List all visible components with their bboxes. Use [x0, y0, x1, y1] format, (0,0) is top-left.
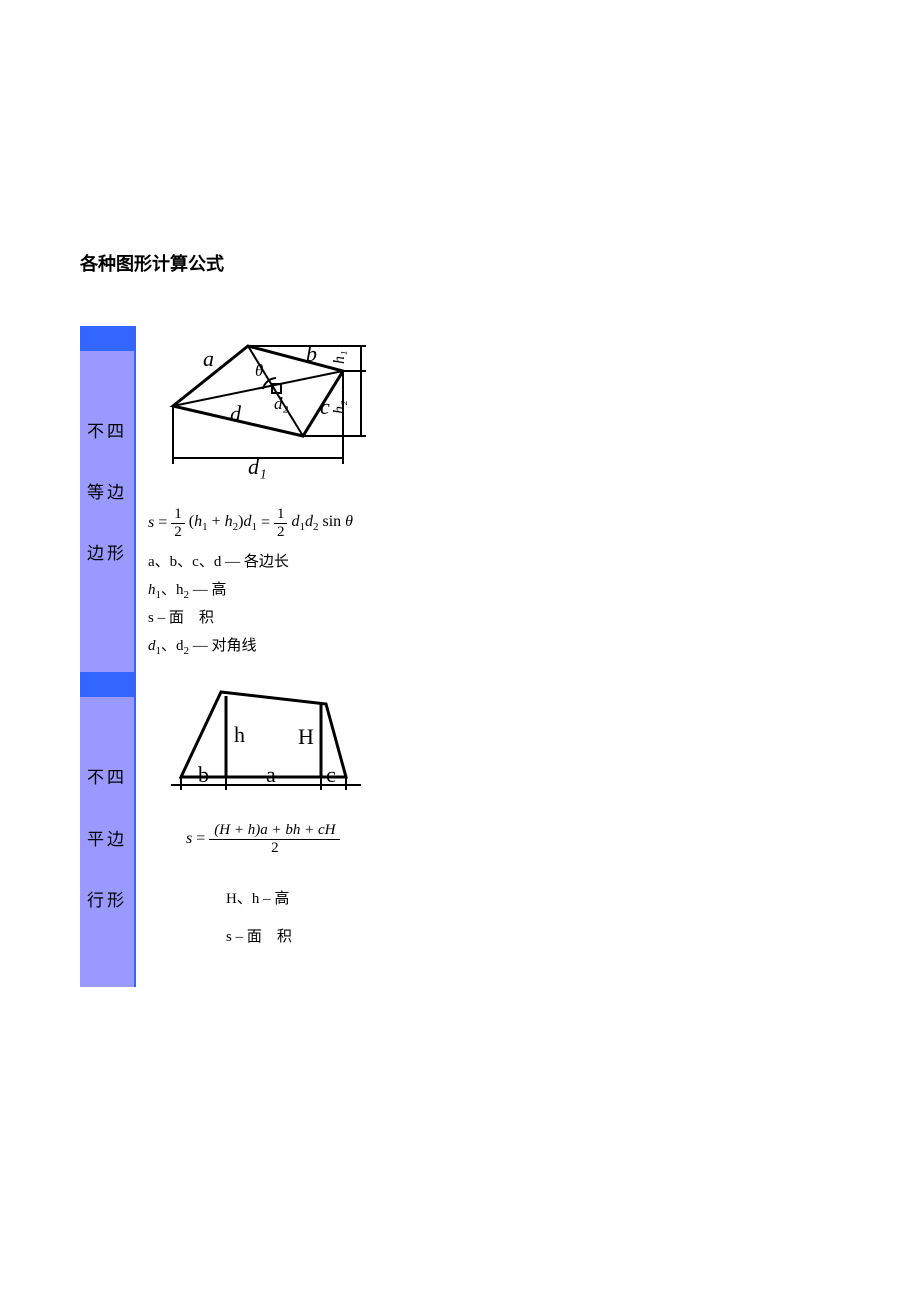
label-c2: c: [326, 762, 336, 787]
f-ds1: 1: [251, 521, 257, 533]
diagram-2: h H b a c: [166, 682, 378, 807]
desc-1: a、b、c、d — 各边长 h1、h2 — 高 s – 面 积 d1、d2 — …: [148, 550, 378, 660]
den2: 2: [274, 524, 288, 541]
f2-num: (H + h)a + bh + cH: [209, 822, 340, 840]
formula-eq1: =: [158, 514, 167, 532]
f-s2: 2: [233, 521, 239, 533]
label-theta: θ: [255, 361, 263, 380]
quadrilateral-diagram: a b c d d₁ d₂ θ h₁ h₂: [148, 336, 378, 486]
d1l4e: — 对角线: [189, 638, 257, 654]
content-cell-1: a b c d d₁ d₂ θ h₁ h₂ s = 1: [135, 326, 378, 672]
label-b2: b: [198, 762, 209, 787]
num2: 1: [274, 506, 288, 524]
formula-1: s = 1 2 (h1 + h2)d1 = 1 2 d1d2 sin θ: [148, 506, 378, 540]
den1: 2: [171, 524, 185, 541]
f-dd2: d: [305, 513, 313, 530]
label-h: h: [234, 722, 245, 747]
desc-2: H、h – 高 s – 面 积: [166, 881, 378, 955]
desc1-line3: s – 面 积: [148, 606, 378, 632]
frac-half-2: 1 2: [274, 506, 288, 540]
label-b: b: [306, 341, 317, 366]
label-cell-1: 不四等边边形: [80, 326, 135, 672]
label-c: c: [320, 394, 330, 419]
f-sin: sin: [322, 513, 341, 530]
formula-eq2: =: [261, 514, 270, 532]
d1l4c: 、d: [161, 638, 184, 654]
table-row-2: 不四平边行形: [80, 672, 378, 987]
f-h1: h: [194, 513, 202, 530]
label-h1: h₁: [331, 350, 348, 364]
d1l2a: h: [148, 582, 156, 598]
f-dds2: 2: [313, 521, 319, 533]
d1l4a: d: [148, 638, 156, 654]
f-h2: h: [225, 513, 233, 530]
formula-2: s = (H + h)a + bh + cH 2: [186, 822, 378, 856]
label-h2: h₂: [331, 400, 348, 414]
f-plus: +: [212, 513, 221, 530]
frac-2: (H + h)a + bh + cH 2: [209, 822, 340, 856]
f2-den: 2: [209, 840, 340, 857]
stripe-icon: [80, 326, 135, 351]
diagram-1: a b c d d₁ d₂ θ h₁ h₂: [148, 336, 378, 491]
desc1-line2: h1、h2 — 高: [148, 578, 378, 605]
d1l2e: — 高: [189, 582, 227, 598]
f2-s: s: [186, 830, 192, 848]
label-d1: d₁: [248, 454, 267, 479]
table-row-1: 不四等边边形: [80, 326, 378, 672]
label-a2: a: [266, 762, 276, 787]
label-d2: d₂: [274, 394, 289, 413]
label-d: d: [230, 401, 242, 426]
label-a: a: [203, 346, 214, 371]
page-title: 各种图形计算公式: [80, 250, 840, 276]
f-theta: θ: [345, 513, 353, 530]
f2-eq: =: [196, 830, 205, 848]
d1l2c: 、h: [161, 582, 184, 598]
trapezoid-diagram: h H b a c: [166, 682, 366, 802]
desc1-line4: d1、d2 — 对角线: [148, 634, 378, 661]
formula-table: 不四等边边形: [80, 326, 378, 987]
desc1-line1: a、b、c、d — 各边长: [148, 550, 378, 576]
f-s1: 1: [202, 521, 208, 533]
label-cell-2: 不四平边行形: [80, 672, 135, 987]
formula-s: s: [148, 514, 154, 532]
desc2-line2: s – 面 积: [226, 919, 378, 955]
num1: 1: [171, 506, 185, 524]
shape-label-2: 不四平边行形: [80, 672, 134, 931]
content-cell-2: h H b a c s = (H + h)a + bh + cH 2 H、h –…: [135, 672, 378, 987]
desc2-line1: H、h – 高: [226, 881, 378, 917]
shape-label-1: 不四等边边形: [80, 326, 134, 585]
frac-half-1: 1 2: [171, 506, 185, 540]
label-H: H: [298, 724, 314, 749]
stripe-icon-2: [80, 672, 135, 697]
